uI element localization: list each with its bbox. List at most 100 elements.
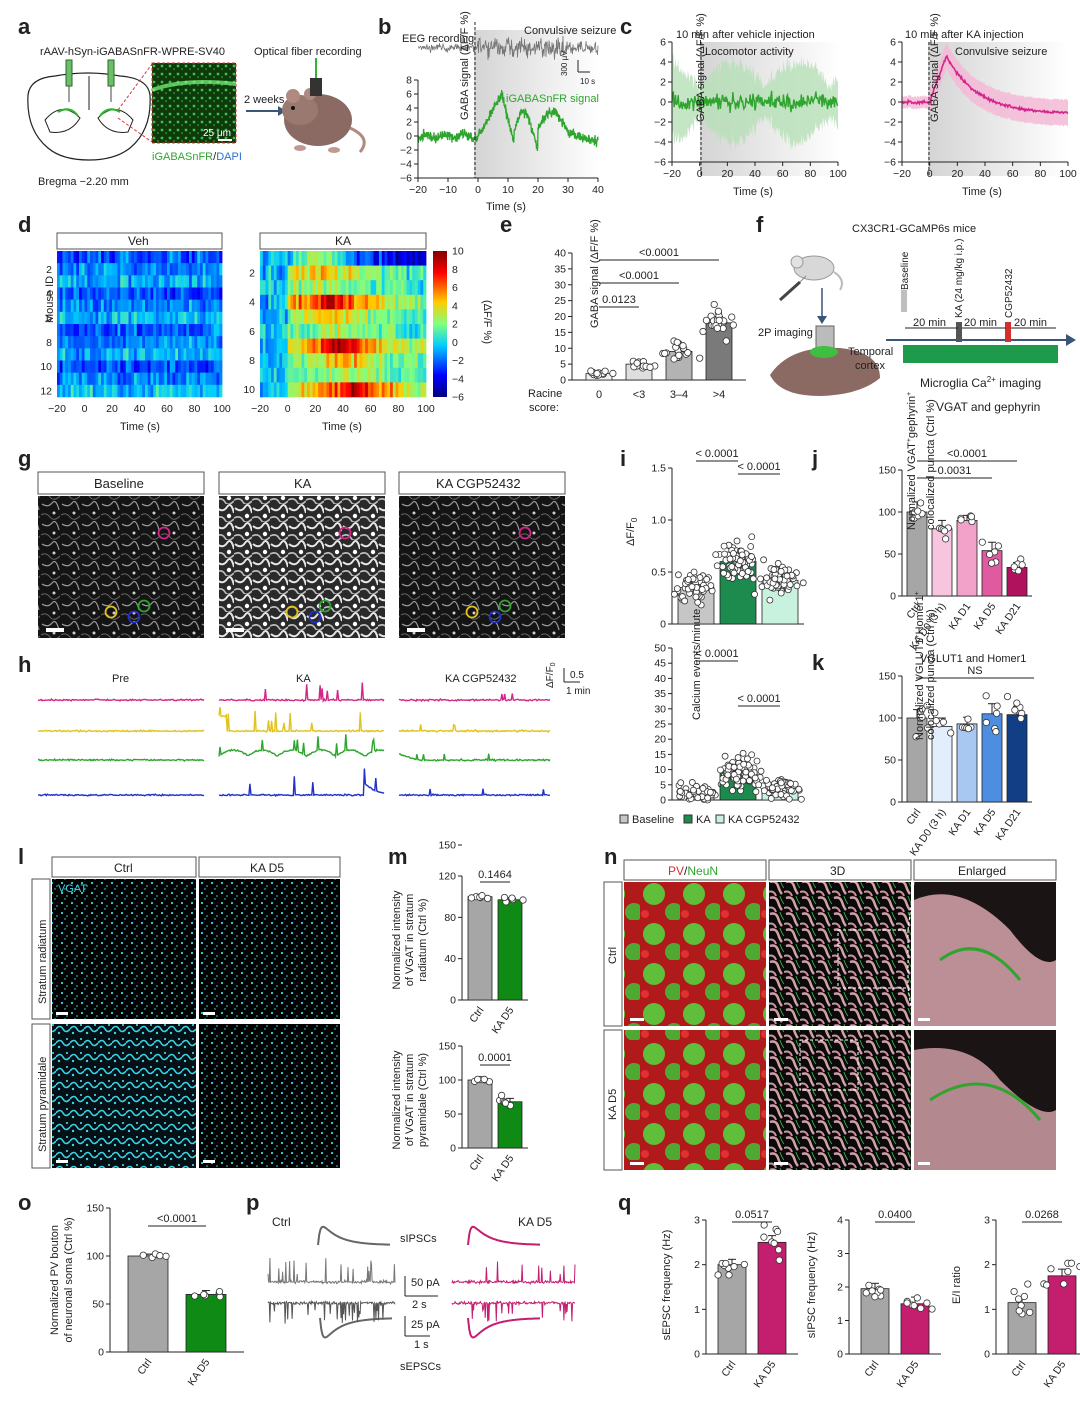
heatmap-cell (123, 275, 127, 288)
heatmap-cell (131, 263, 135, 276)
heatmap-cell (340, 309, 344, 325)
heatmap-cell (384, 324, 388, 339)
heatmap-cell (260, 280, 264, 296)
roi-circle (465, 605, 479, 619)
heatmap-cell (356, 294, 360, 310)
data-point (913, 1294, 921, 1302)
heatmap-cell (323, 324, 327, 339)
heatmap-cell (167, 336, 171, 349)
heatmap-cell (403, 280, 408, 296)
y-tick-label: −4 (654, 137, 666, 149)
heatmap-cell (194, 251, 198, 264)
heatmap-cell (213, 311, 217, 325)
heatmap-cell (59, 360, 63, 373)
bregma-label: Bregma −2.20 mm (38, 176, 129, 188)
data-point (712, 551, 720, 559)
data-point (777, 779, 785, 787)
data-point (200, 1290, 208, 1299)
heatmap-cell (183, 384, 187, 398)
ka-marker (956, 322, 962, 342)
x-tick-label: 0 (697, 168, 703, 180)
y-tick-label: 6 (660, 37, 666, 49)
heatmap-cell (200, 311, 204, 325)
heatmap-cell (197, 287, 201, 300)
heatmap-cell (351, 382, 355, 398)
heatmap-cell (169, 275, 173, 288)
heatmap-cell (343, 280, 347, 296)
heatmap-cell (70, 384, 74, 398)
heatmap-cell (169, 287, 173, 300)
data-point (730, 763, 738, 771)
heatmap-cell (150, 372, 154, 386)
heatmap-cell (202, 324, 206, 337)
heatmap-cell (194, 372, 198, 386)
data-point (903, 1299, 911, 1307)
heatmap-cell (414, 280, 419, 296)
heatmap-cell (354, 382, 358, 398)
heatmap-cell (409, 265, 413, 281)
heatmap-cell (120, 251, 124, 264)
heatmap-cell (262, 324, 266, 339)
heatmap-cell (284, 338, 289, 354)
heatmap-cell (293, 280, 297, 296)
heatmap-cell (90, 348, 94, 361)
data-point (777, 791, 785, 798)
heatmap-cell (216, 336, 220, 349)
panel-c: c 10 min after vehicle injection Locomot… (620, 13, 1077, 198)
heatmap-cell (301, 309, 305, 325)
heatmap-cell (123, 287, 127, 300)
calcium-trace (398, 788, 551, 797)
heatmap-cell (219, 372, 223, 386)
heatmap-cell (191, 384, 195, 398)
heatmap-cell (167, 251, 171, 264)
data-point (942, 535, 950, 543)
heatmap-cell (191, 336, 195, 349)
heatmap-cell (156, 299, 160, 313)
data-point (787, 780, 794, 787)
heatmap-cell (279, 280, 283, 296)
heatmap-cell (112, 336, 116, 349)
y-tick-label: 1 (837, 1315, 843, 1327)
heatmap-cell (265, 367, 269, 383)
heatmap-cell (351, 338, 355, 354)
heatmap-cell (169, 324, 173, 337)
data-point (670, 355, 678, 363)
heatmap-cell (95, 336, 99, 349)
heatmap-cell (323, 382, 327, 398)
heatmap-cell (172, 384, 176, 398)
data-point (763, 776, 770, 784)
heatmap-cell (175, 263, 179, 276)
y-tick-label: 0 (984, 1349, 990, 1361)
heatmap-cell (202, 275, 206, 288)
heatmap-cell (307, 353, 311, 369)
heatmap-cell (150, 336, 154, 349)
heatmap-cell (331, 382, 336, 398)
heatmap-cell (376, 338, 380, 354)
heatmap-cell (412, 280, 416, 296)
heatmap-cell (384, 280, 388, 296)
y-axis-label-2: colocalized puncta (Ctrl %) (925, 399, 937, 530)
heatmap-cell (62, 251, 66, 264)
heatmap-cell (145, 275, 149, 288)
bar (467, 896, 493, 1001)
heatmap-cell (208, 384, 212, 398)
data-point (730, 549, 737, 557)
heatmap-cell (73, 287, 77, 300)
heatmap-cell (62, 299, 66, 313)
data-point (519, 896, 527, 904)
scale-bar (407, 628, 425, 632)
heatmap-cell (262, 309, 266, 325)
heatmap-cell (373, 294, 377, 310)
heatmap-cell (390, 309, 394, 325)
heatmap-cell (92, 372, 96, 386)
heatmap-cell (390, 251, 394, 266)
heatmap-cell (180, 336, 184, 349)
heatmap-cell (343, 265, 347, 281)
heatmap-cell (98, 287, 102, 300)
ka-trace (901, 54, 1069, 115)
y-tick-label: 6 (249, 326, 255, 338)
y-tick-label: 2 (660, 77, 666, 89)
heatmap-cell (384, 251, 388, 266)
data-point (988, 559, 996, 567)
heatmap-cell (194, 360, 198, 373)
